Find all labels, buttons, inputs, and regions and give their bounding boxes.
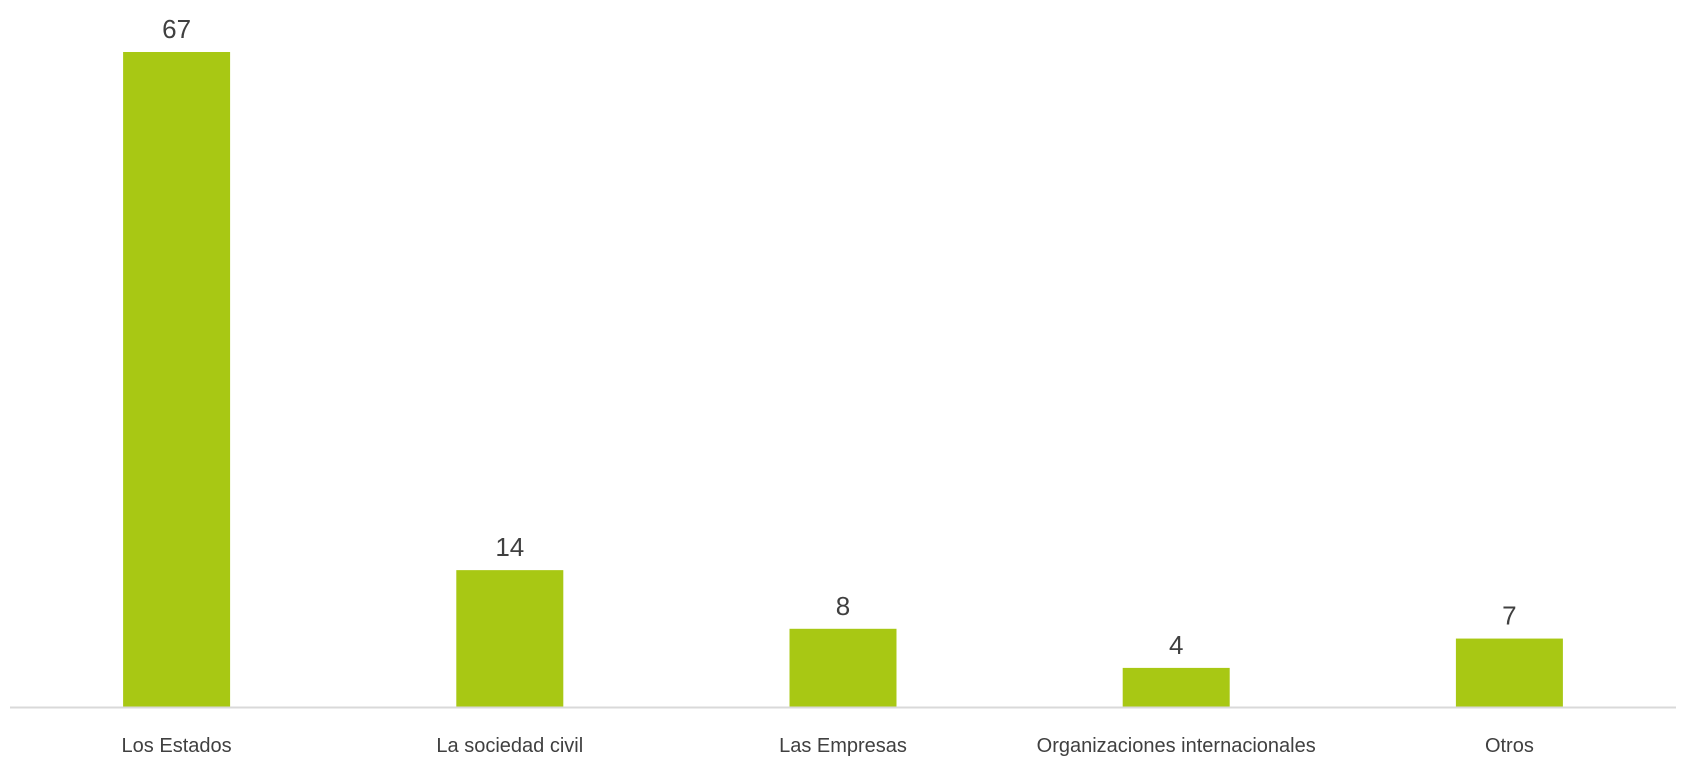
data-label: 4	[1169, 630, 1183, 660]
category-label: Organizaciones internacionales	[1037, 735, 1316, 757]
data-label: 8	[836, 591, 850, 621]
bars-group	[123, 52, 1563, 707]
category-label: Otros	[1485, 735, 1534, 757]
category-label: La sociedad civil	[436, 735, 583, 757]
category-label: Los Estados	[122, 735, 232, 757]
bar-la-sociedad-civil	[456, 570, 564, 707]
value-labels-group: 67 14 8 4 7	[162, 14, 1516, 660]
bar-los-estados	[123, 52, 231, 707]
bar-las-empresas	[789, 628, 897, 707]
bar-organizaciones-internacionales	[1122, 667, 1230, 707]
bar-otros	[1455, 638, 1563, 707]
category-labels-group: Los Estados La sociedad civil Las Empresas…	[122, 735, 1534, 757]
category-label: Las Empresas	[779, 735, 907, 757]
data-label: 67	[162, 14, 191, 44]
data-label: 7	[1502, 601, 1516, 631]
data-label: 14	[495, 532, 524, 562]
